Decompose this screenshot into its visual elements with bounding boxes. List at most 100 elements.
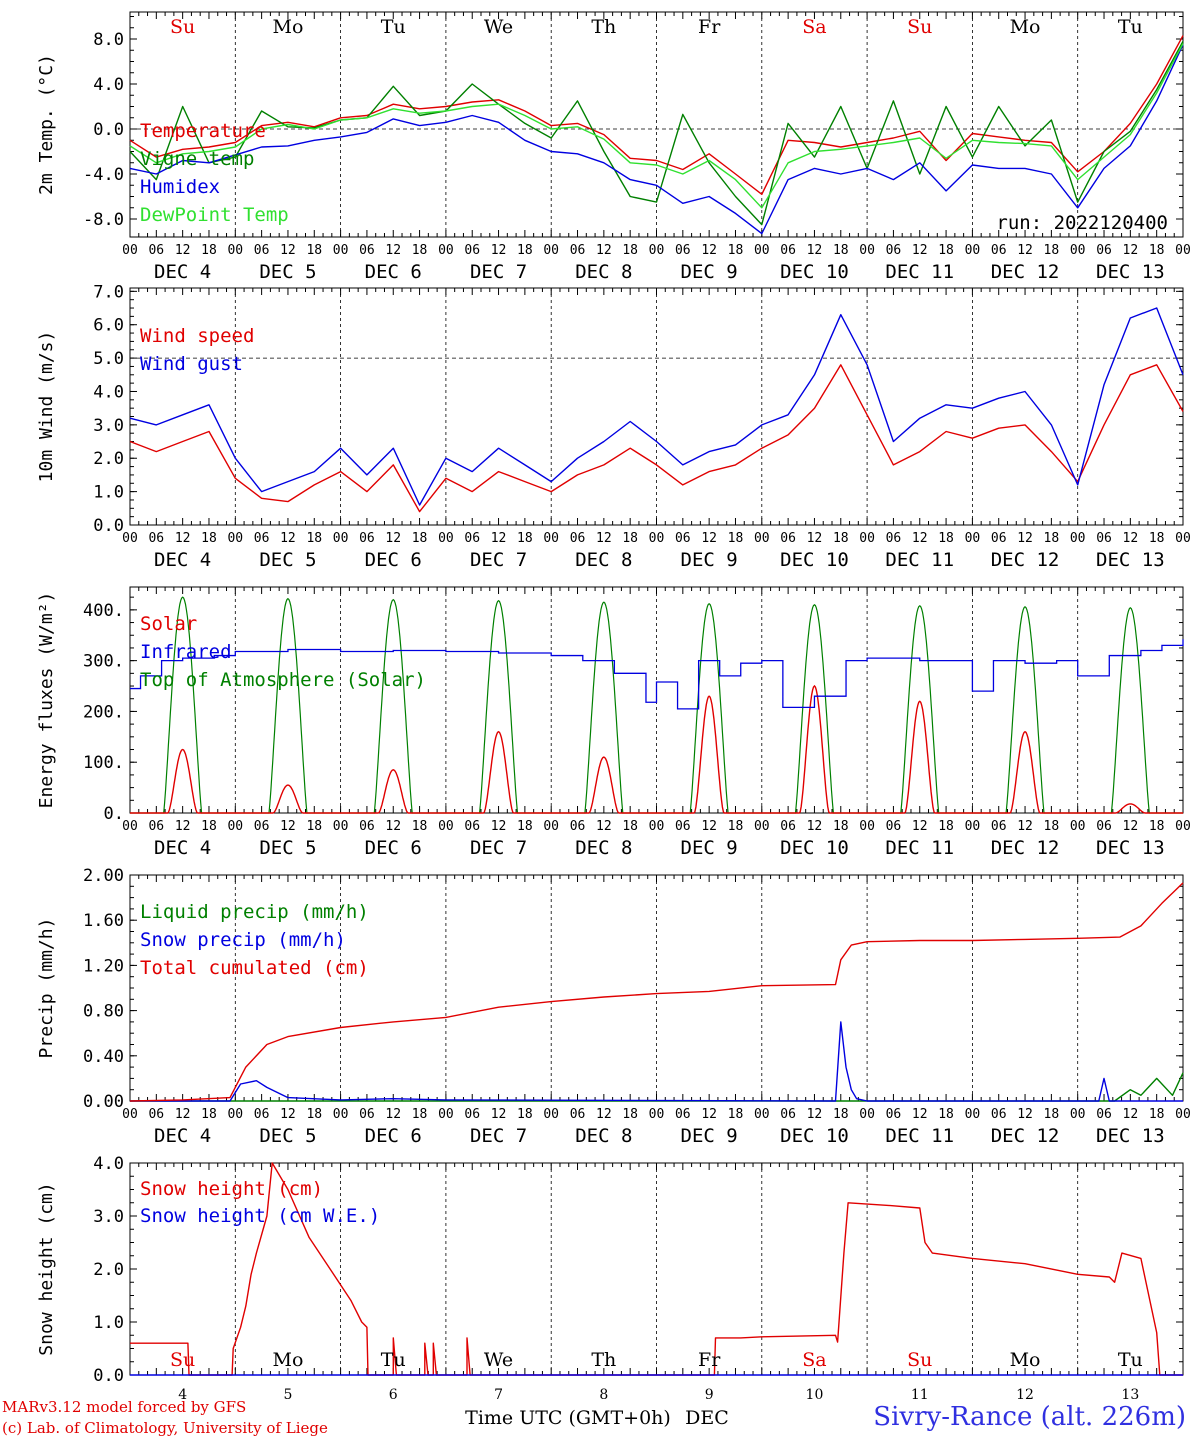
day-number: 6 [389,1387,398,1403]
weekday-label: Su [907,16,932,38]
hour-tick-label: 06 [780,531,796,546]
legend-wind-gust: Wind gust [140,353,243,375]
hour-tick-label: 00 [649,243,665,258]
hour-tick-label: 06 [675,243,691,258]
hour-tick-label: 00 [965,819,981,834]
hour-tick-label: 06 [570,531,586,546]
y-tick-label: 200. [83,702,124,722]
hour-tick-label: 18 [201,1107,217,1122]
hour-tick-label: 12 [491,531,507,546]
y-tick-label: 0.0 [93,120,124,140]
hour-tick-label: 00 [122,1107,138,1122]
y-tick-label: 1.20 [83,956,124,976]
hour-tick-label: 06 [1096,243,1112,258]
hour-tick-label: 12 [701,1107,717,1122]
date-label: DEC 7 [470,261,527,283]
hour-tick-label: 18 [728,819,744,834]
legend-vigne-temp: Vigne temp [140,148,254,170]
y-tick-label: 0.40 [83,1047,124,1067]
hour-tick-label: 12 [385,819,401,834]
hour-tick-label: 18 [622,1107,638,1122]
y-tick-label: 3.0 [93,416,124,436]
hour-tick-label: 18 [201,243,217,258]
date-label: DEC 13 [1096,261,1165,283]
y-tick-label: 8.0 [93,30,124,50]
hour-tick-label: 18 [412,819,428,834]
legend-snow-precip-mm-h-: Snow precip (mm/h) [140,929,346,951]
hour-tick-label: 06 [254,531,270,546]
hour-tick-label: 00 [859,243,875,258]
hour-tick-label: 00 [649,531,665,546]
legend-solar: Solar [140,613,197,635]
hour-tick-label: 00 [333,819,349,834]
y-tick-label: 100. [83,753,124,773]
y-tick-label: 0.0 [93,1366,124,1386]
hour-tick-label: 12 [912,1107,928,1122]
hour-tick-label: 18 [1149,531,1165,546]
series-total-cumulated-cm- [129,882,1184,1102]
hour-tick-label: 12 [491,1107,507,1122]
weekday-label: Th [591,1349,616,1371]
hour-tick-label: 00 [227,243,243,258]
weekday-label: Th [591,16,616,38]
hour-tick-label: 12 [596,1107,612,1122]
y-tick-label: 1.0 [93,483,124,503]
day-number: 9 [705,1387,714,1403]
hour-tick-label: 18 [412,243,428,258]
hour-tick-label: 12 [491,243,507,258]
date-label: DEC 7 [470,549,527,571]
hour-tick-label: 00 [438,531,454,546]
hour-tick-label: 00 [333,243,349,258]
date-label: DEC 8 [575,1125,632,1147]
hour-tick-label: 18 [1044,1107,1060,1122]
hour-tick-label: 06 [359,243,375,258]
hour-tick-label: 06 [991,819,1007,834]
hour-tick-label: 18 [201,819,217,834]
series-dewpoint-temp [129,43,1184,209]
hour-tick-label: 18 [517,531,533,546]
date-label: DEC 11 [885,549,954,571]
hour-tick-label: 06 [1096,819,1112,834]
hour-tick-label: 00 [1175,819,1191,834]
x-axis-unit: DEC [685,1407,729,1429]
y-tick-label: 3.0 [93,1207,124,1227]
date-label: DEC 6 [365,837,422,859]
hour-tick-label: 00 [122,819,138,834]
series-solar [130,684,1183,814]
weekday-label: Tu [1118,16,1143,38]
legend-temperature: Temperature [140,120,266,142]
legend-wind-speed: Wind speed [140,325,254,347]
hour-tick-label: 00 [1070,1107,1086,1122]
date-label: DEC 12 [991,1125,1060,1147]
day-number: 10 [806,1387,824,1403]
date-label: DEC 9 [681,261,738,283]
hour-tick-label: 12 [280,531,296,546]
date-label: DEC 8 [575,837,632,859]
hour-tick-label: 12 [912,243,928,258]
hour-tick-label: 00 [543,243,559,258]
series-infrared [130,639,1184,710]
hour-tick-label: 18 [1149,1107,1165,1122]
hour-tick-label: 18 [833,819,849,834]
hour-tick-label: 12 [596,243,612,258]
date-label: DEC 10 [780,1125,849,1147]
date-label: DEC 7 [470,837,527,859]
hour-tick-label: 18 [306,531,322,546]
hour-tick-label: 12 [807,243,823,258]
date-label: DEC 13 [1096,837,1165,859]
date-label: DEC 6 [365,549,422,571]
hour-tick-label: 18 [622,531,638,546]
y-axis-label: Precip (mm/h) [36,918,57,1059]
hour-tick-label: 00 [1175,531,1191,546]
date-label: DEC 4 [154,261,211,283]
hour-tick-label: 18 [1044,819,1060,834]
hour-tick-label: 18 [622,819,638,834]
y-tick-label: 4.0 [93,75,124,95]
y-tick-label: 2.00 [83,866,124,886]
hour-tick-label: 12 [807,819,823,834]
hour-tick-label: 00 [438,243,454,258]
run-label: run: 2022120400 [996,212,1168,234]
legend-liquid-precip-mm-h-: Liquid precip (mm/h) [140,901,369,923]
date-label: DEC 9 [681,549,738,571]
day-number: 8 [599,1387,608,1403]
